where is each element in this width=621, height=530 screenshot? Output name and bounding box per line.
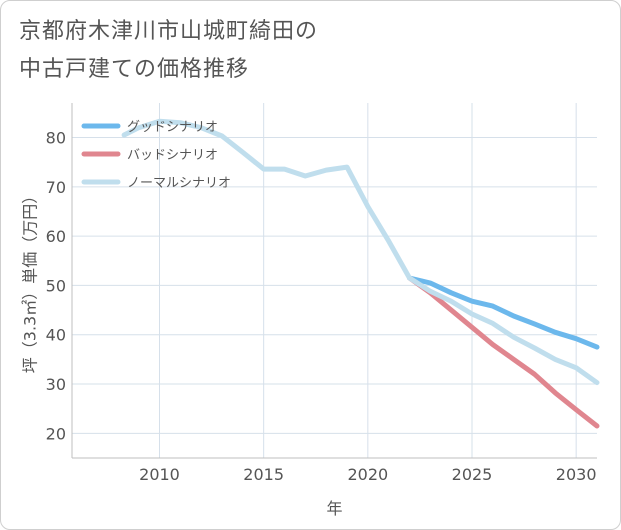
y-tick-label: 40 [46,326,66,345]
chart-title-line-2: 中古戸建ての価格推移 [19,57,250,82]
legend-good-scenario-label: グッドシナリオ [127,120,218,135]
good-scenario-line [407,275,600,350]
normal-scenario-line [121,118,600,386]
legend-normal-scenario-label: ノーマルシナリオ [127,176,231,191]
legend-bad-scenario-label: バッドシナリオ [127,148,218,163]
axes [71,103,597,459]
y-tick-label: 80 [46,129,66,148]
x-tick-label: 2020 [347,465,388,484]
y-tick-label: 30 [46,375,66,394]
x-axis-label: 年 [326,499,342,518]
bad-scenario-line [407,275,600,429]
x-tick-label: 2030 [556,465,597,484]
y-axis-label: 坪（3.3㎡）単価（万円） [21,188,40,373]
y-tick-label: 20 [46,424,66,443]
x-tick-label: 2025 [452,465,493,484]
y-tick-label: 70 [46,178,66,197]
x-tick-label: 2015 [243,465,284,484]
chart-title: 京都府木津川市山城町綺田の 中古戸建ての価格推移 [19,13,579,89]
y-tick-label: 60 [46,227,66,246]
y-tick-label: 50 [46,276,66,295]
x-tick-label: 2010 [139,465,180,484]
series-group [121,118,600,429]
chart-title-line-1: 京都府木津川市山城町綺田の [19,19,319,44]
